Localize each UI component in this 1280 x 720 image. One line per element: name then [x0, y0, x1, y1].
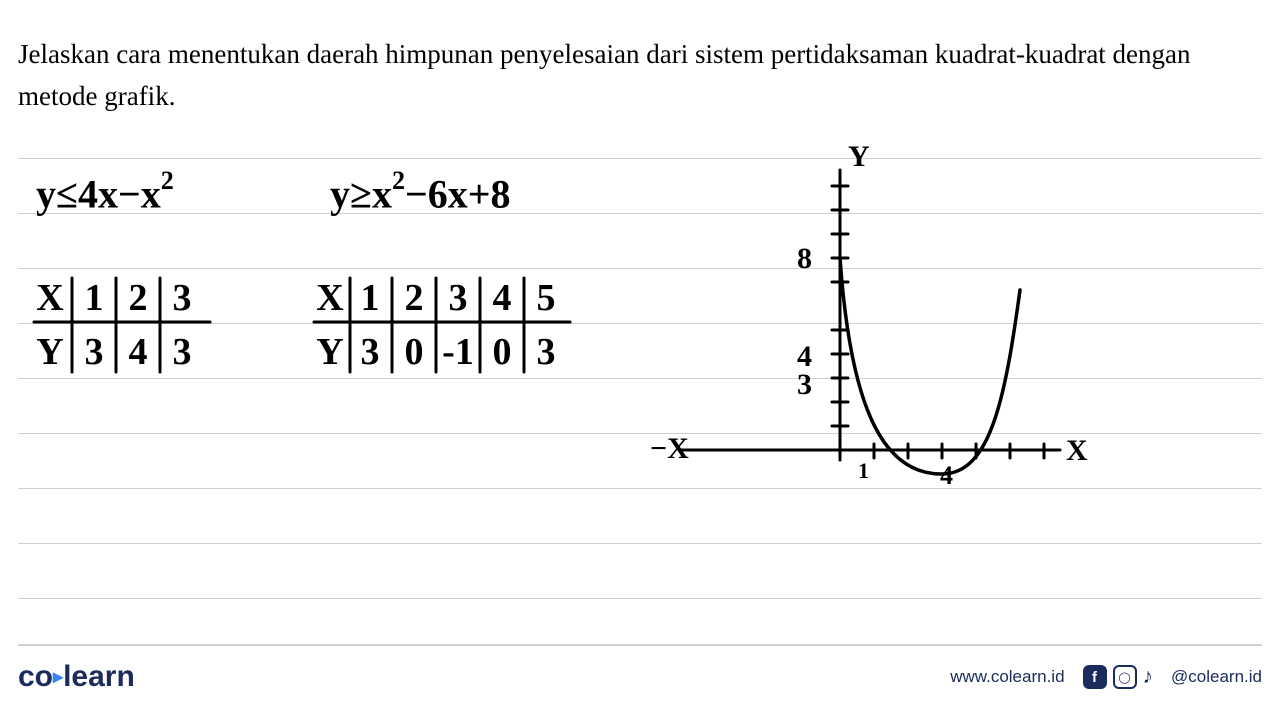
parabola-graph: Y X −X 8 4 3 1 4 [640, 140, 1100, 520]
tiktok-icon: ♪ [1143, 665, 1154, 689]
table2-x-1: 2 [405, 277, 424, 319]
table2-header-x: X [316, 277, 343, 319]
footer-right: www.colearn.id f ◯ ♪ @colearn.id [950, 665, 1262, 689]
table1-header-y: Y [36, 331, 63, 373]
table1-y-2: 3 [173, 331, 192, 373]
website-url: www.colearn.id [950, 667, 1064, 687]
ruled-line [18, 598, 1262, 599]
instagram-icon: ◯ [1113, 665, 1137, 689]
logo-separator-icon: ▸ [53, 666, 63, 688]
facebook-icon: f [1083, 665, 1107, 689]
inequality-2: y≥x2−6x+8 [330, 170, 511, 217]
y-axis-label: Y [848, 140, 870, 173]
table1-y-0: 3 [85, 331, 104, 373]
table2-header-y: Y [316, 331, 343, 373]
table1-y-1: 4 [129, 331, 148, 373]
table2-y-1: 0 [405, 331, 424, 373]
table1-x-1: 2 [129, 277, 148, 319]
value-table-2: X 1 2 3 4 5 Y 3 0 -1 0 3 [310, 268, 640, 388]
neg-x-axis-label: −X [650, 432, 689, 465]
y-tick-3: 3 [797, 368, 812, 401]
x-tick-4: 4 [940, 461, 953, 490]
table1-x-2: 3 [173, 277, 192, 319]
table2-x-3: 4 [493, 277, 512, 319]
logo-learn: learn [63, 660, 135, 693]
social-icons: f ◯ ♪ [1083, 665, 1154, 689]
table1-header-x: X [36, 277, 63, 319]
value-table-1: X 1 2 3 Y 3 4 3 [30, 268, 250, 388]
logo-co: co [18, 660, 53, 693]
inequality-1: y≤4x−x2 [36, 170, 174, 217]
table1-x-0: 1 [85, 277, 104, 319]
table2-x-4: 5 [537, 277, 556, 319]
table2-x-0: 1 [361, 277, 380, 319]
table2-y-2: -1 [442, 331, 474, 373]
ruled-line [18, 543, 1262, 544]
table2-y-3: 0 [493, 331, 512, 373]
x-tick-1: 1 [858, 458, 869, 483]
question-text: Jelaskan cara menentukan daerah himpunan… [18, 34, 1262, 118]
brand-logo: co▸learn [18, 660, 135, 694]
y-tick-8: 8 [797, 242, 812, 275]
table2-y-0: 3 [361, 331, 380, 373]
x-axis-label: X [1066, 434, 1088, 467]
table2-x-2: 3 [449, 277, 468, 319]
footer: co▸learn www.colearn.id f ◯ ♪ @colearn.i… [18, 644, 1262, 694]
social-handle: @colearn.id [1171, 667, 1262, 687]
table2-y-4: 3 [537, 331, 556, 373]
